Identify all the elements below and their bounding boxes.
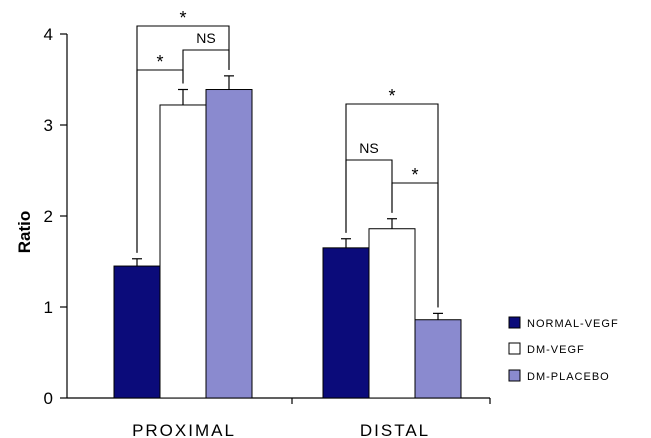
significance-label: * [156, 52, 163, 72]
significance-label: NS [196, 30, 215, 46]
significance-bracket [136, 25, 230, 253]
y-tick-label: 1 [44, 298, 53, 317]
category-label: DISTAL [360, 421, 430, 438]
y-tick-label: 2 [44, 207, 53, 226]
legend-label: DM-VEGF [527, 344, 585, 356]
legend-swatch [508, 369, 521, 382]
y-tick-label: 0 [44, 389, 53, 408]
legend: NORMAL-VEGF DM-VEGF DM-PLACEBO [508, 316, 619, 383]
significance-bracket [345, 159, 393, 233]
bar [322, 247, 370, 399]
significance-bracket [345, 103, 439, 308]
bar [414, 319, 462, 399]
legend-label: DM-PLACEBO [527, 371, 610, 383]
legend-swatch [508, 316, 521, 329]
y-tick-label: 3 [44, 116, 53, 135]
bar [159, 104, 207, 399]
legend-swatch [508, 342, 521, 355]
significance-brackets: * NS * NS * * [136, 8, 439, 308]
y-axis-label: Ratio [15, 211, 34, 254]
x-axis: PROXIMAL DISTAL [67, 397, 491, 438]
y-tick-label: 4 [44, 25, 53, 44]
bar [368, 228, 416, 399]
bar [113, 265, 161, 399]
significance-label: * [388, 86, 395, 106]
bars [113, 75, 462, 399]
significance-label: * [179, 8, 186, 28]
category-label: PROXIMAL [132, 421, 236, 438]
significance-label: NS [359, 140, 378, 156]
legend-label: NORMAL-VEGF [527, 318, 619, 330]
y-axis: 0 1 2 3 4 [44, 25, 68, 408]
significance-bracket [182, 49, 230, 84]
bar [205, 89, 253, 399]
significance-label: * [411, 165, 418, 185]
